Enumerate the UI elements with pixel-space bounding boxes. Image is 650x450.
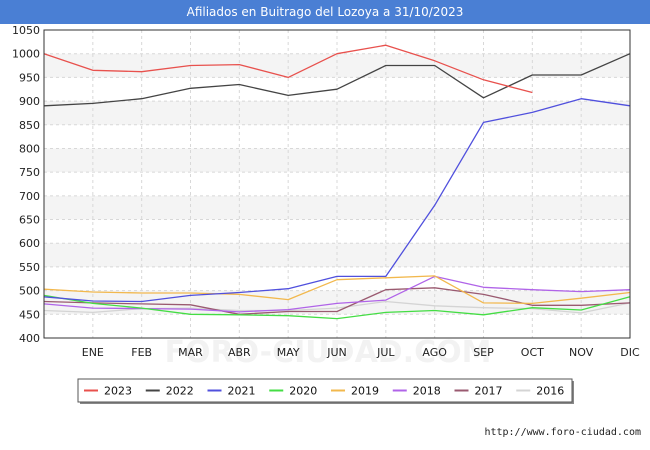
x-axis: ENE FEB MAR ABR MAY JUN JUL AGO SEP OCT NOV DIC [82, 346, 640, 359]
x-tick-label: ABR [228, 346, 251, 359]
y-tick-label: 700 [19, 190, 40, 203]
y-tick-label: 400 [19, 332, 40, 345]
watermark: FORO-CIUDAD.COM [165, 335, 492, 370]
legend: 2023 2022 2021 2020 2019 2018 2017 2016 [77, 378, 574, 404]
grid-band [44, 53, 630, 78]
legend-label-2019: 2019 [351, 385, 379, 398]
y-tick-label: 450 [19, 308, 40, 321]
plot-frame [43, 29, 631, 339]
grid-band [44, 148, 630, 173]
x-tick-label: NOV [569, 346, 594, 359]
series-line-2021 [43, 98, 631, 303]
x-tick-label: SEP [473, 346, 494, 359]
legend-label-2022: 2022 [166, 385, 194, 398]
y-tick-label: 950 [19, 71, 40, 84]
series-line-2020 [43, 294, 631, 320]
series-line-2019 [43, 275, 631, 305]
series-line-2017 [43, 287, 631, 315]
source-label: http://www.foro-ciudad.com [484, 427, 641, 438]
legend-label-2017: 2017 [475, 385, 503, 398]
legend-label-2018: 2018 [413, 385, 441, 398]
x-tick-label: MAR [178, 346, 203, 359]
y-tick-label: 850 [19, 119, 40, 132]
x-tick-label: JUL [376, 346, 395, 359]
series-line-2023 [43, 44, 533, 94]
x-tick-label: FEB [131, 346, 152, 359]
x-tick-label: JUN [326, 346, 347, 359]
y-tick-label: 500 [19, 285, 40, 298]
y-tick-label: 1050 [12, 24, 40, 37]
y-tick-label: 900 [19, 95, 40, 108]
x-tick-label: ENE [82, 346, 104, 359]
legend-label-2016: 2016 [536, 385, 564, 398]
y-tick-label: 750 [19, 166, 40, 179]
series-line-2022 [43, 53, 631, 107]
y-tick-label: 800 [19, 142, 40, 155]
y-axis: 400 450 500 550 600 650 700 750 800 850 900 950 1000… [12, 24, 40, 345]
y-tick-label: 550 [19, 261, 40, 274]
grid-band [44, 101, 630, 125]
legend-label-2023: 2023 [104, 385, 132, 398]
legend-box [77, 378, 573, 403]
x-tick-label: MAY [277, 346, 300, 359]
x-tick-label: AGO [422, 346, 447, 359]
x-tick-label: OCT [521, 346, 544, 359]
chart-title: Afiliados en Buitrago del Lozoya a 31/10… [0, 0, 650, 24]
y-tick-label: 1000 [12, 48, 40, 61]
series-lines [43, 44, 631, 320]
y-tick-label: 650 [19, 214, 40, 227]
grid-band [44, 195, 630, 220]
legend-label-2020: 2020 [289, 385, 317, 398]
x-tick-label: DIC [620, 346, 640, 359]
y-tick-label: 600 [19, 237, 40, 250]
legend-label-2021: 2021 [228, 385, 256, 398]
